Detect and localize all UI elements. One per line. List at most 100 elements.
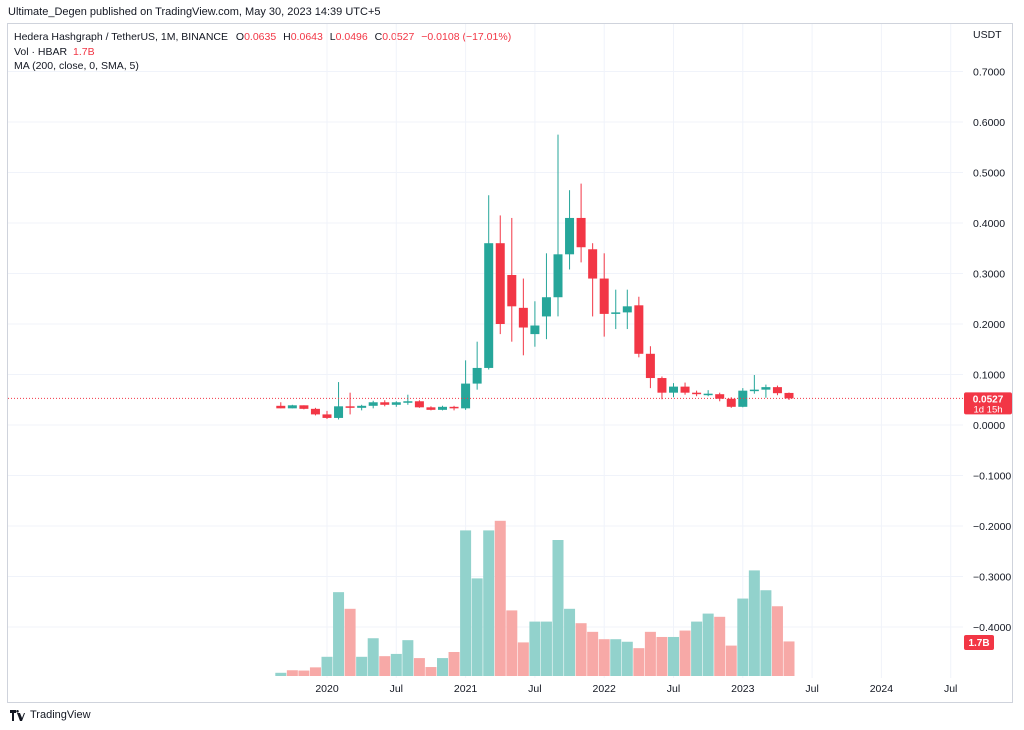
candle-body	[507, 275, 517, 307]
volume-bar	[413, 658, 425, 676]
legend-ohlc-row[interactable]: Hedera Hashgraph / TetherUS, 1M, BINANCE…	[14, 30, 511, 45]
last-price-label: 0.0527	[973, 394, 1004, 405]
y-tick-label: −0.3000	[973, 572, 1011, 584]
footer: TradingView	[10, 709, 91, 721]
low-value: 0.0496	[335, 31, 368, 43]
candle-body	[657, 378, 667, 393]
x-tick-label: Jul	[390, 683, 403, 695]
volume-bar	[390, 653, 402, 676]
volume-bar	[309, 667, 321, 676]
volume-bar	[679, 630, 691, 676]
symbol-title: Hedera Hashgraph / TetherUS, 1M, BINANCE	[14, 31, 228, 43]
volume-bar	[471, 578, 483, 676]
y-tick-label: 0.4000	[973, 218, 1005, 230]
close-value: 0.0527	[382, 31, 415, 43]
candle-body	[576, 217, 586, 248]
candlesticks	[276, 134, 794, 420]
volume-bar	[506, 610, 518, 676]
candle-body	[484, 243, 494, 368]
volume-bar	[621, 641, 633, 676]
volume-bar	[356, 656, 368, 676]
candle-body	[611, 312, 621, 314]
candle-body	[345, 406, 355, 408]
x-tick-label: 2022	[593, 683, 617, 695]
candle-body	[634, 305, 644, 354]
x-tick-label: 2024	[870, 683, 894, 695]
candle-body	[588, 249, 598, 279]
volume-bar	[448, 652, 460, 676]
candle-body	[692, 392, 702, 395]
x-tick-label: Jul	[944, 683, 957, 695]
chart-frame	[7, 23, 1013, 703]
last-price-tag	[964, 392, 1012, 415]
high-value: 0.0643	[290, 31, 323, 43]
volume-bar	[275, 672, 287, 676]
candle-body	[553, 254, 563, 298]
candle-body	[426, 407, 436, 410]
ma-label: MA (200, close, 0, SMA, 5)	[14, 60, 139, 72]
volume-bar	[425, 667, 437, 676]
candle-body	[472, 367, 482, 384]
y-tick-label: 0.0000	[973, 420, 1005, 432]
candle-body	[299, 405, 309, 409]
volume-bar	[668, 636, 679, 676]
candle-body	[403, 401, 413, 403]
volume-bar	[437, 658, 448, 676]
candle-body	[726, 398, 736, 407]
volume-bar	[714, 616, 726, 676]
candle-body	[414, 401, 424, 408]
candle-body	[380, 402, 390, 405]
volume-bar	[656, 636, 668, 676]
candle-body	[715, 394, 725, 399]
candle-body	[310, 408, 320, 415]
candle-body	[438, 406, 447, 410]
volume-bar	[367, 638, 379, 676]
candle-body	[784, 392, 794, 399]
volume-label: Vol · HBAR	[14, 45, 68, 58]
y-tick-label: 0.3000	[973, 269, 1005, 281]
candle-body	[749, 389, 759, 392]
y-tick-label: 0.5000	[973, 168, 1005, 180]
candle-body	[518, 307, 528, 328]
candle-body	[669, 386, 678, 393]
volume-bar	[771, 606, 783, 676]
volume-bar	[286, 670, 298, 676]
volume-bar	[783, 641, 795, 676]
candle-body	[495, 243, 505, 324]
volume-tag-label: 1.7B	[968, 638, 989, 649]
y-tick-label: −0.1000	[973, 471, 1011, 483]
chart-legend: Hedera Hashgraph / TetherUS, 1M, BINANCE…	[14, 30, 511, 74]
volume-value: 1.7B	[73, 45, 95, 58]
candle-body	[334, 406, 344, 418]
volume-bar	[587, 631, 599, 676]
volume-bar	[598, 639, 610, 676]
x-tick-label: Jul	[667, 683, 680, 695]
volume-bar	[552, 540, 564, 676]
volume-bar	[633, 648, 645, 676]
volume-bar	[333, 592, 345, 676]
legend-ma-row[interactable]: MA (200, close, 0, SMA, 5)	[14, 59, 511, 74]
change-value: −0.0108 (−17.01%)	[421, 31, 512, 43]
footer-brand: TradingView	[30, 709, 91, 721]
y-axis: USDT 0.7000 0.6000 0.5000 0.4000 0.3000 0.2000…	[964, 29, 1012, 650]
volume-bar	[760, 590, 772, 676]
volume-bar	[321, 656, 333, 676]
y-tick-label: 0.7000	[973, 67, 1005, 79]
countdown-label: 1d 15h	[973, 404, 1002, 415]
x-tick-label: 2023	[731, 683, 755, 695]
legend-volume-row[interactable]: Vol · HBAR 1.7B	[14, 45, 511, 60]
currency-label: USDT	[973, 29, 1002, 41]
candle-body	[599, 278, 609, 314]
candle-body	[391, 402, 401, 405]
candle-body	[772, 387, 782, 394]
x-tick-label: 2020	[315, 683, 339, 695]
y-tick-label: 0.1000	[973, 370, 1005, 382]
candle-body	[357, 405, 367, 408]
high-label: H	[283, 31, 291, 43]
candle-body	[276, 405, 286, 409]
x-axis: 2020 Jul 2021 Jul 2022 Jul 2023 Jul 2024 Jul	[315, 683, 957, 695]
volume-bar	[298, 670, 310, 676]
volume-bar	[702, 613, 714, 676]
volume-bar	[564, 608, 576, 676]
